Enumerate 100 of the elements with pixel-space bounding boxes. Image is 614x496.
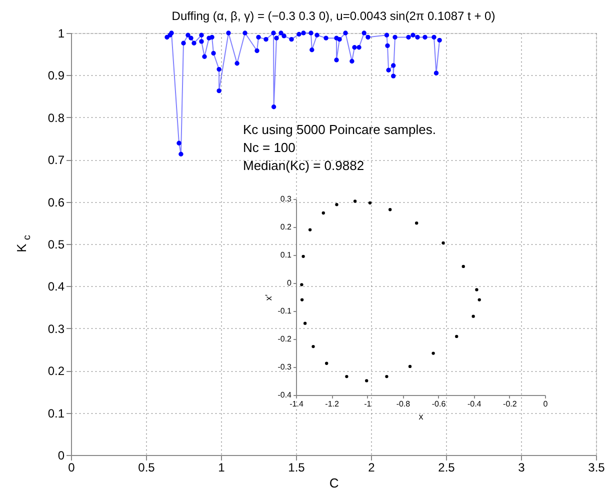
y-axis-title: Kc: [14, 235, 33, 252]
y-tick-label: -0.4: [278, 390, 292, 400]
point: [475, 288, 478, 292]
y-tick-label: 0.3: [280, 194, 292, 204]
x-tick-label: -1.4: [290, 400, 304, 408]
y-tick-label: 0.8: [48, 110, 65, 125]
x-tick-label: -0.2: [503, 400, 518, 408]
point: [302, 254, 305, 258]
y-tick-label: -0.1: [278, 306, 292, 316]
point: [300, 283, 304, 286]
point: [478, 298, 481, 302]
point: [226, 30, 231, 36]
point: [308, 228, 312, 232]
point: [410, 32, 416, 38]
y-axis-title: x': [264, 294, 274, 301]
x-tick-label: 2.5: [438, 460, 456, 474]
point: [256, 34, 261, 40]
point: [437, 38, 442, 43]
x-tick-label: -0.8: [396, 400, 411, 408]
point: [335, 203, 338, 206]
x-tick-label: 0: [68, 460, 76, 474]
point: [181, 40, 186, 46]
point: [242, 30, 248, 36]
point: [388, 208, 392, 212]
point: [324, 36, 328, 40]
point: [368, 201, 372, 204]
point: [303, 322, 307, 325]
point: [216, 66, 222, 72]
y-tick-label: 0.3: [48, 322, 65, 336]
point: [432, 352, 435, 355]
point: [408, 364, 412, 368]
y-tick-label: 0.2: [280, 222, 292, 232]
y-tick-label: 0.1: [48, 406, 65, 420]
y-tick-label: 0.5: [48, 238, 65, 252]
point: [300, 298, 304, 302]
point: [391, 63, 396, 68]
point: [366, 34, 370, 40]
point: [289, 36, 294, 42]
annotation: Nc = 100: [243, 140, 296, 155]
y-tick-label: 0.4: [48, 280, 65, 294]
point: [176, 140, 182, 146]
annotation: Kc using 5000 Poincare samples.: [243, 122, 436, 137]
y-tick-label: 0.7: [48, 153, 65, 168]
point: [352, 45, 357, 50]
point: [462, 264, 465, 268]
point: [415, 222, 418, 225]
point: [362, 30, 366, 36]
y-tick-label: 1: [58, 26, 65, 40]
point: [337, 36, 342, 42]
point: [385, 43, 390, 48]
x-tick-label: -0.6: [432, 400, 446, 408]
point: [415, 34, 420, 40]
point: [178, 152, 184, 156]
point: [211, 50, 216, 56]
point: [406, 34, 411, 40]
y-tick-label: -0.2: [278, 334, 292, 344]
point: [334, 58, 339, 62]
point: [391, 74, 396, 78]
x-tick-label: 0: [543, 400, 548, 408]
point: [314, 32, 320, 38]
y-tick-label: 0.2: [48, 364, 65, 378]
annotation: Median(Kc) = 0.9882: [243, 158, 364, 173]
point: [442, 241, 445, 245]
point: [216, 88, 222, 94]
x-tick-label: 0.5: [138, 460, 156, 474]
point: [210, 34, 214, 40]
y-tick-label: 0.6: [48, 195, 65, 210]
point: [422, 34, 428, 40]
point: [365, 379, 368, 382]
point: [271, 30, 276, 36]
point: [310, 48, 314, 52]
x-axis-title: x: [418, 412, 424, 422]
point: [192, 40, 196, 46]
point: [385, 374, 388, 378]
point: [271, 104, 276, 110]
point: [455, 334, 458, 338]
point: [325, 362, 328, 365]
point: [278, 30, 284, 36]
x-tick-label: 2: [368, 460, 376, 474]
y-tick-label: 0.1: [280, 250, 292, 260]
point: [312, 344, 315, 348]
point: [186, 32, 190, 38]
x-tick-label: -1: [364, 400, 372, 408]
point: [282, 34, 286, 38]
y-tick-label: -0.3: [278, 362, 292, 372]
point: [301, 30, 306, 36]
point: [392, 34, 398, 40]
point: [322, 211, 325, 215]
point: [345, 374, 348, 378]
point: [384, 32, 390, 38]
point: [188, 36, 194, 40]
point: [356, 45, 362, 50]
point: [274, 36, 279, 40]
point: [264, 36, 268, 42]
point: [199, 32, 204, 38]
point: [353, 200, 357, 203]
point: [386, 68, 391, 72]
point: [202, 54, 207, 59]
x-tick-label: -1.2: [325, 400, 340, 408]
x-tick-label: -0.4: [467, 400, 482, 408]
